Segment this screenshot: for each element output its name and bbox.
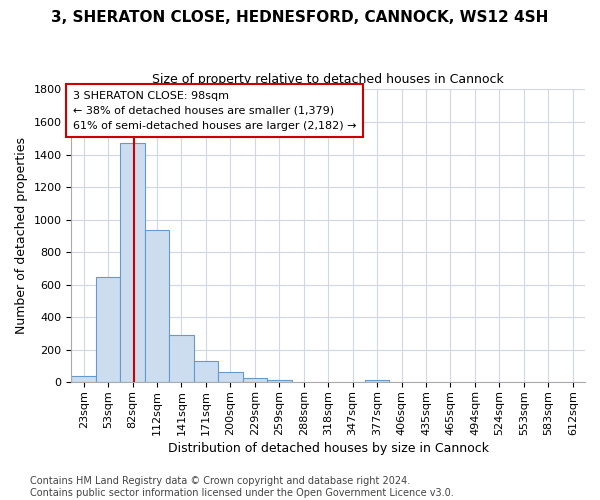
Bar [365,380,389,382]
Y-axis label: Number of detached properties: Number of detached properties [15,138,28,334]
X-axis label: Distribution of detached houses by size in Cannock: Distribution of detached houses by size … [168,442,489,455]
Bar [194,361,218,382]
Bar [218,372,242,382]
Bar [71,376,96,382]
Bar [96,276,121,382]
Text: Contains HM Land Registry data © Crown copyright and database right 2024.
Contai: Contains HM Land Registry data © Crown c… [30,476,454,498]
Bar [242,378,267,382]
Bar [121,143,145,382]
Title: Size of property relative to detached houses in Cannock: Size of property relative to detached ho… [152,72,504,86]
Text: 3 SHERATON CLOSE: 98sqm
← 38% of detached houses are smaller (1,379)
61% of semi: 3 SHERATON CLOSE: 98sqm ← 38% of detache… [73,91,356,130]
Bar [169,335,194,382]
Bar [145,230,169,382]
Text: 3, SHERATON CLOSE, HEDNESFORD, CANNOCK, WS12 4SH: 3, SHERATON CLOSE, HEDNESFORD, CANNOCK, … [52,10,548,25]
Bar [267,380,292,382]
